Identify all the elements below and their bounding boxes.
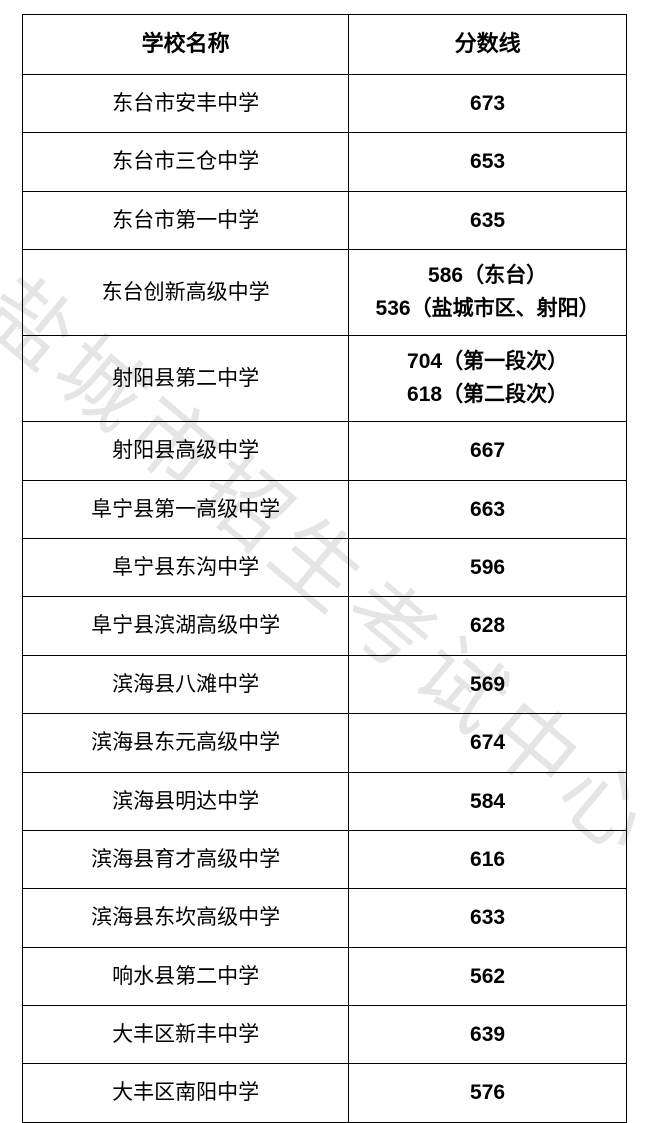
score-line: 536（盐城市区、射阳） [376, 297, 600, 320]
table-row: 滨海县明达中学 584 [23, 772, 627, 830]
table-body: 东台市安丰中学 673 东台市三仓中学 653 东台市第一中学 635 东台创新… [23, 74, 627, 1122]
cell-school: 滨海县东坎高级中学 [23, 889, 349, 947]
cell-school: 东台创新高级中学 [23, 249, 349, 335]
table-row: 阜宁县滨湖高级中学 628 [23, 597, 627, 655]
cell-score: 633 [349, 889, 627, 947]
cell-school: 滨海县八滩中学 [23, 655, 349, 713]
score-table: 学校名称 分数线 东台市安丰中学 673 东台市三仓中学 653 东台市第一中学… [22, 14, 627, 1123]
score-line: 586（东台） [428, 264, 547, 287]
cell-score: 596 [349, 538, 627, 596]
cell-school: 东台市第一中学 [23, 191, 349, 249]
header-score: 分数线 [349, 15, 627, 75]
cell-school: 阜宁县滨湖高级中学 [23, 597, 349, 655]
table-row: 阜宁县第一高级中学 663 [23, 480, 627, 538]
cell-score: 674 [349, 714, 627, 772]
cell-score: 569 [349, 655, 627, 713]
table-row: 滨海县东元高级中学 674 [23, 714, 627, 772]
cell-score-multi: 586（东台） 536（盐城市区、射阳） [349, 249, 627, 335]
cell-score: 639 [349, 1006, 627, 1064]
cell-score: 562 [349, 947, 627, 1005]
cell-school: 射阳县第二中学 [23, 336, 349, 422]
table-row: 滨海县八滩中学 569 [23, 655, 627, 713]
table-row: 东台市三仓中学 653 [23, 133, 627, 191]
cell-school: 大丰区新丰中学 [23, 1006, 349, 1064]
cell-school: 射阳县高级中学 [23, 422, 349, 480]
table-row: 大丰区南阳中学 576 [23, 1064, 627, 1122]
cell-school: 东台市三仓中学 [23, 133, 349, 191]
table-row: 射阳县第二中学 704（第一段次） 618（第二段次） [23, 336, 627, 422]
cell-school: 滨海县明达中学 [23, 772, 349, 830]
table-row: 东台市第一中学 635 [23, 191, 627, 249]
table-row: 阜宁县东沟中学 596 [23, 538, 627, 596]
cell-score: 663 [349, 480, 627, 538]
cell-score: 673 [349, 74, 627, 132]
cell-school: 滨海县东元高级中学 [23, 714, 349, 772]
cell-school: 阜宁县第一高级中学 [23, 480, 349, 538]
cell-school: 东台市安丰中学 [23, 74, 349, 132]
table-row: 东台创新高级中学 586（东台） 536（盐城市区、射阳） [23, 249, 627, 335]
score-line: 704（第一段次） [407, 350, 568, 373]
cell-score-multi: 704（第一段次） 618（第二段次） [349, 336, 627, 422]
table-row: 东台市安丰中学 673 [23, 74, 627, 132]
cell-school: 大丰区南阳中学 [23, 1064, 349, 1122]
cell-school: 阜宁县东沟中学 [23, 538, 349, 596]
table-row: 滨海县东坎高级中学 633 [23, 889, 627, 947]
cell-school: 响水县第二中学 [23, 947, 349, 1005]
table-header-row: 学校名称 分数线 [23, 15, 627, 75]
cell-score: 653 [349, 133, 627, 191]
table-row: 响水县第二中学 562 [23, 947, 627, 1005]
cell-score: 616 [349, 830, 627, 888]
table-row: 大丰区新丰中学 639 [23, 1006, 627, 1064]
cell-score: 667 [349, 422, 627, 480]
cell-score: 576 [349, 1064, 627, 1122]
header-school: 学校名称 [23, 15, 349, 75]
cell-school: 滨海县育才高级中学 [23, 830, 349, 888]
page-container: 盐城市招生考试中心 学校名称 分数线 东台市安丰中学 673 东台市三仓中学 6… [0, 0, 649, 1123]
cell-score: 584 [349, 772, 627, 830]
cell-score: 628 [349, 597, 627, 655]
table-row: 射阳县高级中学 667 [23, 422, 627, 480]
cell-score: 635 [349, 191, 627, 249]
score-line: 618（第二段次） [407, 383, 568, 406]
table-row: 滨海县育才高级中学 616 [23, 830, 627, 888]
